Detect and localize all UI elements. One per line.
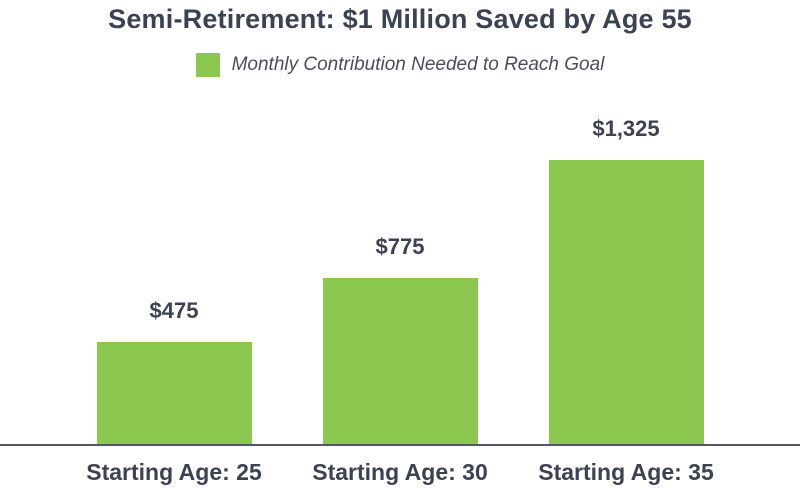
bar-group-age-30: $775 — [322, 234, 478, 444]
x-axis-label-prefix: Starting Age: — [86, 459, 237, 485]
bar-age-25 — [96, 342, 252, 444]
x-axis-line — [0, 444, 800, 446]
x-axis-label-age: 30 — [462, 459, 488, 485]
bar-age-30 — [322, 278, 478, 444]
chart-title: Semi-Retirement: $1 Million Saved by Age… — [108, 4, 692, 34]
x-axis-label-age: 25 — [236, 459, 262, 485]
x-axis-label-age: 35 — [688, 459, 714, 485]
x-axis-label-text: Starting Age: 25 — [86, 459, 262, 486]
bar-value-label: $1,325 — [592, 116, 660, 141]
bar-group-age-35: $1,325 — [548, 116, 704, 444]
bar-value-label: $475 — [149, 298, 199, 323]
bar-value-label: $775 — [375, 234, 425, 259]
x-axis-label-prefix: Starting Age: — [538, 459, 689, 485]
x-axis-label-age-25: Starting Age: 25 — [86, 459, 262, 486]
x-axis-label-prefix: Starting Age: — [312, 459, 463, 485]
legend-label: Monthly Contribution Needed to Reach Goa… — [231, 54, 605, 75]
bar-group-age-25: $475 — [96, 298, 252, 444]
x-axis-label-age-35: Starting Age: 35 — [538, 459, 714, 486]
chart-legend: Monthly Contribution Needed to Reach Goa… — [0, 53, 800, 77]
x-axis-labels: Starting Age: 25 Starting Age: 30 Starti… — [0, 459, 800, 486]
x-axis-label-text: Starting Age: 35 — [538, 459, 714, 486]
bars-row: $475 $775 $1,325 — [0, 116, 800, 444]
legend-swatch-icon — [195, 53, 220, 77]
x-axis-label-text: Starting Age: 30 — [312, 459, 488, 486]
x-axis-label-age-30: Starting Age: 30 — [312, 459, 488, 486]
bar-age-35 — [548, 160, 704, 444]
